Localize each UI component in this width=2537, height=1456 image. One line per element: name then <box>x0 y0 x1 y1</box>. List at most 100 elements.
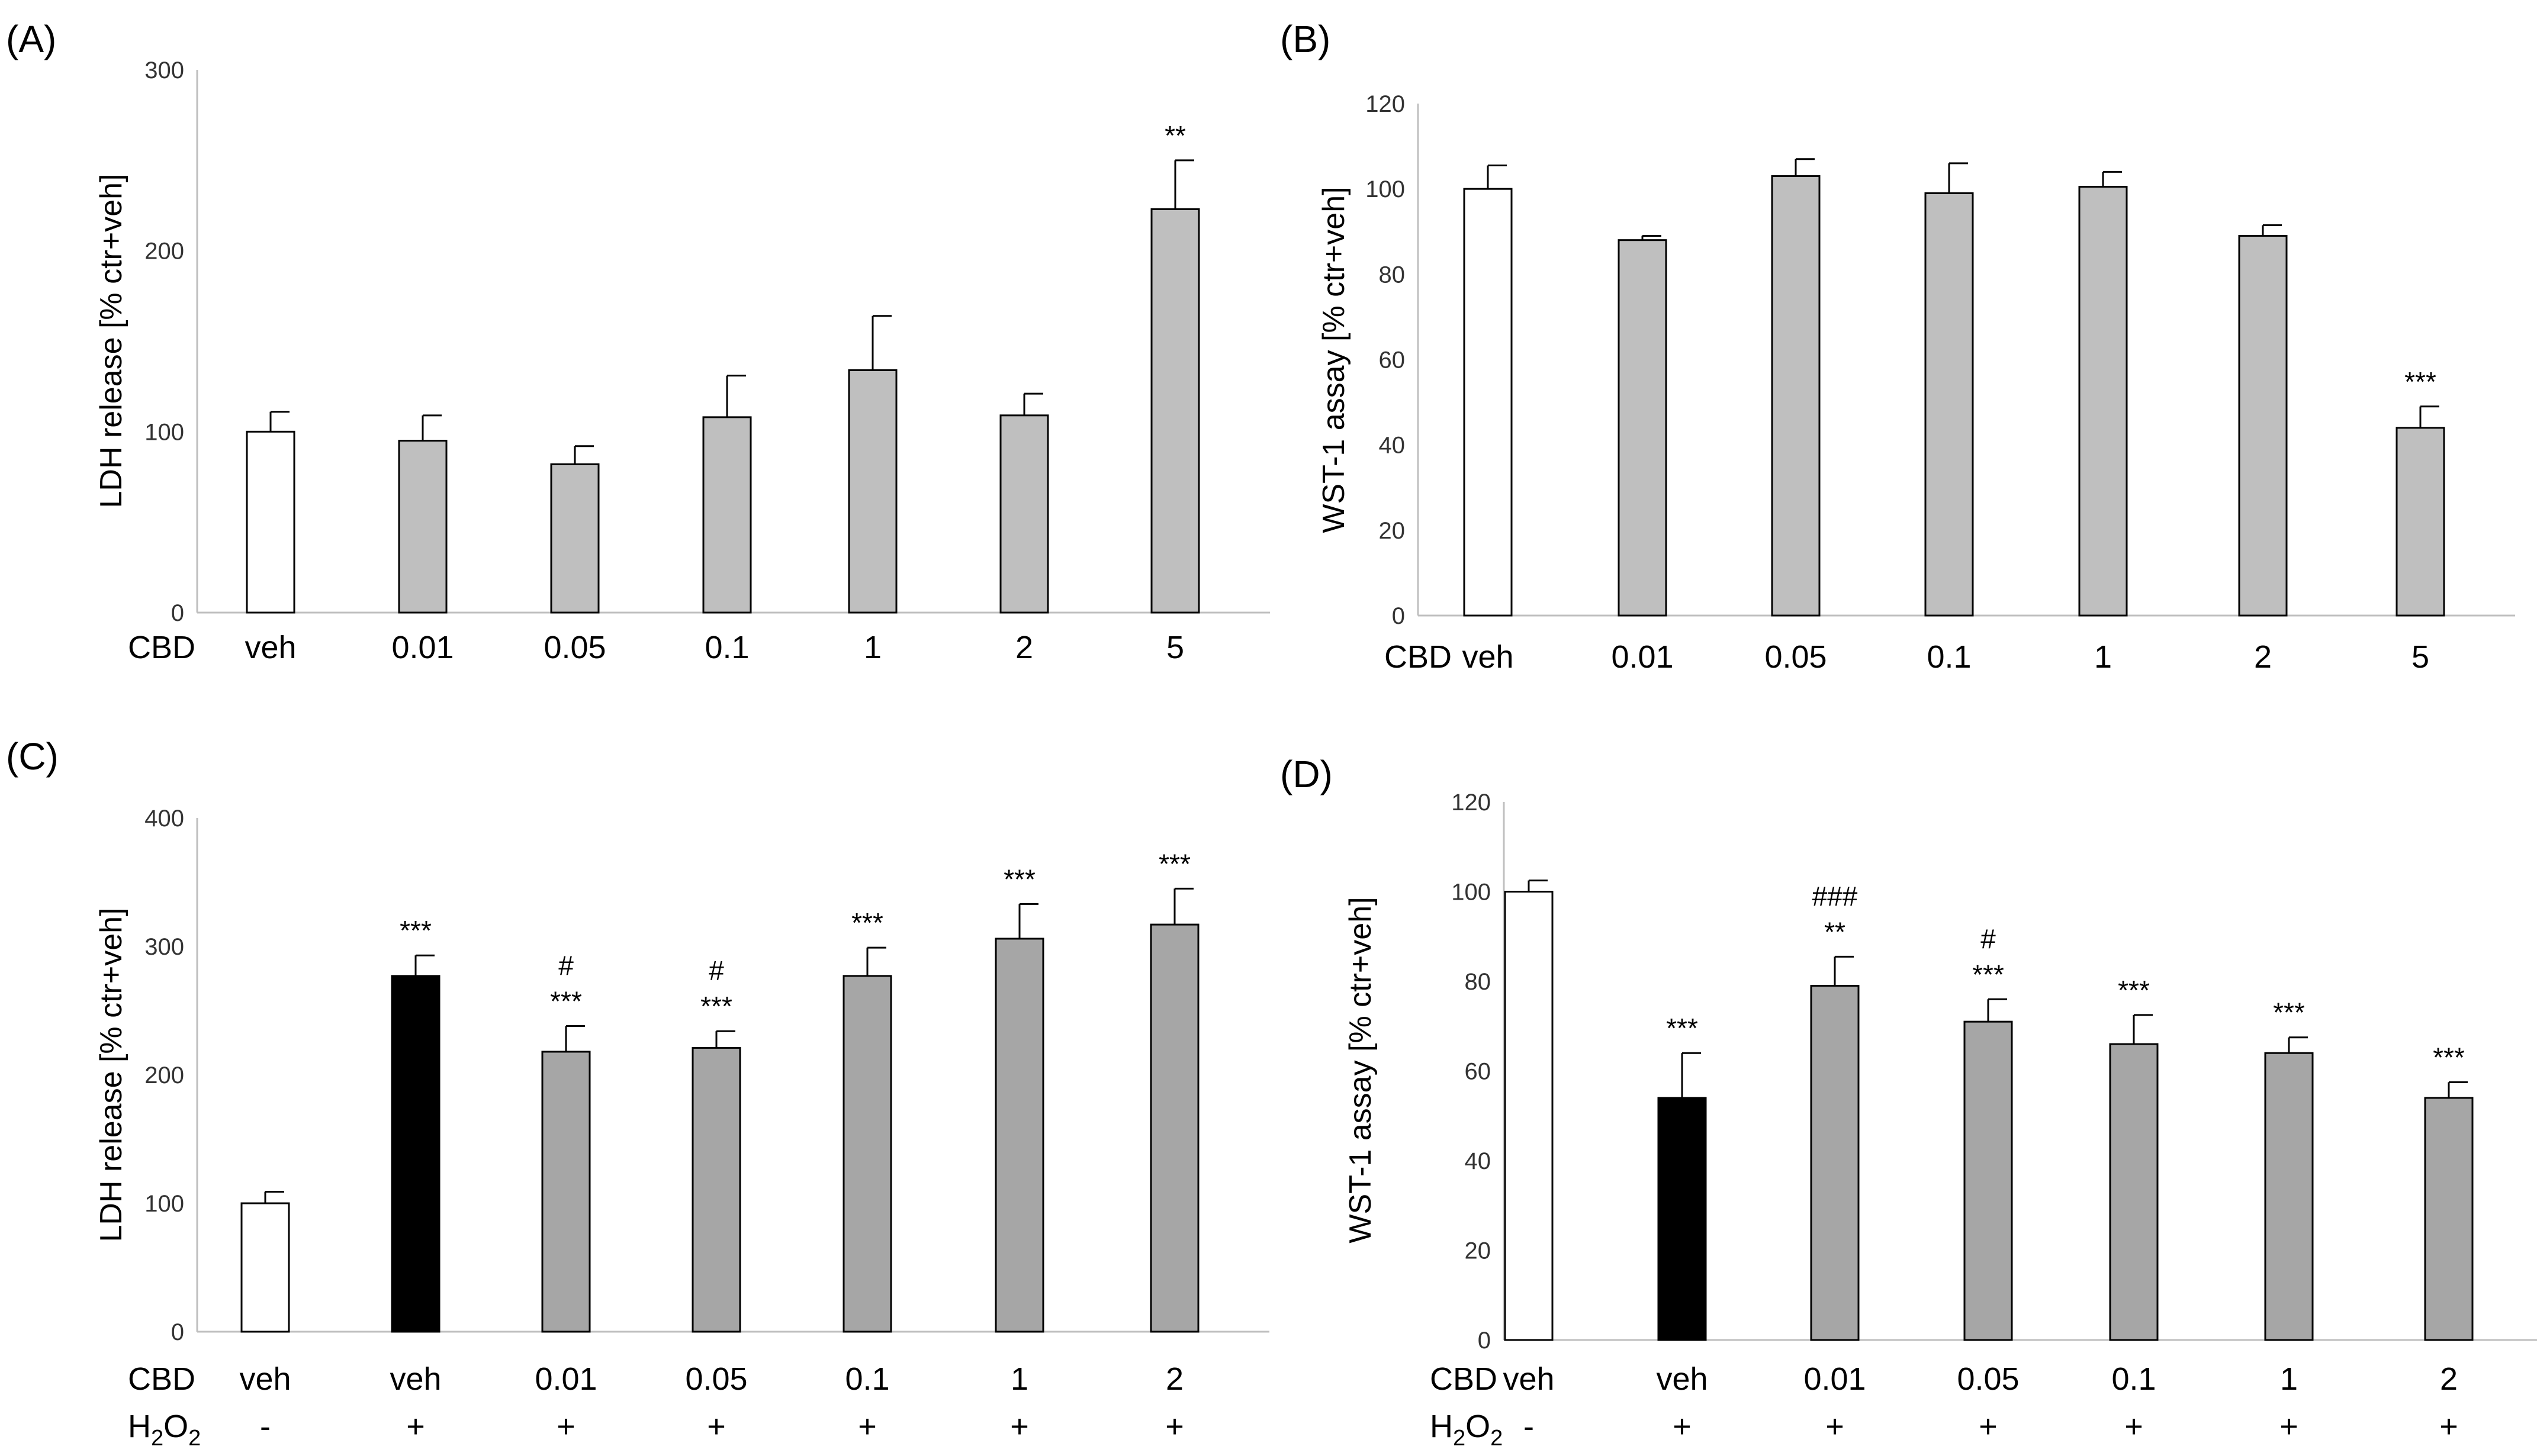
y-tick-label: 40 <box>1379 433 1406 459</box>
x-tick-label: 0.05 <box>1764 639 1827 675</box>
y-tick-label: 100 <box>1365 176 1405 202</box>
x-tick-label: 2 <box>1015 630 1033 665</box>
significance-marker: *** <box>1666 1013 1698 1043</box>
panel-label: (A) <box>6 18 56 60</box>
cbd-row-label: CBD <box>1430 1361 1497 1397</box>
h2o2-status: + <box>1825 1409 1844 1444</box>
y-axis-label: LDH release [% ctr+veh] <box>94 173 128 508</box>
bar <box>1504 891 1554 1341</box>
h2o2-label-part: H <box>128 1409 151 1444</box>
significance-marker: ** <box>1824 916 1845 947</box>
significance-marker: *** <box>400 915 432 946</box>
x-tick-label: 2 <box>2254 639 2272 675</box>
significance-marker: *** <box>2273 997 2305 1028</box>
h2o2-status: + <box>1165 1409 1184 1444</box>
bar <box>398 440 448 614</box>
y-tick-label: 400 <box>144 806 184 832</box>
y-tick-label: 0 <box>1392 603 1405 629</box>
x-tick-label: 0.01 <box>1611 639 1673 675</box>
significance-marker: *** <box>1004 864 1036 894</box>
x-tick-label: 1 <box>2280 1361 2298 1397</box>
bar <box>1963 1020 2013 1341</box>
cbd-row-label: CBD <box>128 1361 195 1397</box>
panel-label: (B) <box>1280 18 1330 60</box>
h2o2-status: - <box>260 1409 271 1444</box>
panel-label: (C) <box>6 735 59 778</box>
significance-marker: *** <box>1972 959 2004 990</box>
h2o2-status: + <box>858 1409 877 1444</box>
bar <box>246 430 295 614</box>
x-tick-label: 1 <box>1011 1361 1028 1397</box>
bar <box>2264 1052 2314 1341</box>
h2o2-label-part: 2 <box>151 1426 163 1451</box>
bar <box>702 416 752 614</box>
significance-marker: *** <box>2433 1042 2465 1072</box>
y-tick-label: 300 <box>144 57 184 83</box>
h2o2-status: + <box>557 1409 575 1444</box>
y-tick-label: 80 <box>1379 262 1406 288</box>
y-tick-label: 40 <box>1465 1148 1491 1174</box>
h2o2-status: + <box>1673 1409 1692 1444</box>
h2o2-status: + <box>707 1409 726 1444</box>
bar <box>1150 923 1200 1333</box>
x-tick-label: veh <box>1656 1361 1708 1397</box>
bar <box>550 463 600 614</box>
bar <box>999 414 1049 614</box>
bar <box>2395 427 2445 617</box>
x-tick-label: veh <box>239 1361 291 1397</box>
x-tick-label: 5 <box>2411 639 2429 675</box>
h2o2-row-label: H2O2 <box>1430 1409 1503 1451</box>
cbd-row-label: CBD <box>1384 639 1452 675</box>
bar <box>1463 188 1513 617</box>
y-axis-label: WST-1 assay [% ctr+veh] <box>1317 186 1351 533</box>
y-tick-label: 80 <box>1465 969 1491 995</box>
x-tick-label: veh <box>245 630 296 665</box>
significance-marker: *** <box>550 986 582 1017</box>
bar <box>692 1046 741 1333</box>
h2o2-row-label: H2O2 <box>128 1409 201 1451</box>
y-tick-label: 0 <box>171 600 184 626</box>
x-tick-label: 0.1 <box>705 630 749 665</box>
h2o2-status: + <box>1979 1409 1998 1444</box>
y-tick-label: 20 <box>1465 1238 1491 1264</box>
y-tick-label: 0 <box>171 1319 184 1345</box>
bar <box>2424 1097 2474 1341</box>
x-tick-label: veh <box>1503 1361 1554 1397</box>
bar <box>541 1051 591 1333</box>
h2o2-status: + <box>406 1409 425 1444</box>
x-tick-label: 0.1 <box>845 1361 889 1397</box>
hash-marker: # <box>558 951 574 981</box>
y-tick-label: 100 <box>144 419 184 445</box>
x-tick-label: veh <box>390 1361 441 1397</box>
panel-d: (D) 0 20 40 60 80 100 120 WST-1 assay [% ctr+veh… <box>1280 753 2537 1451</box>
y-tick-label: 60 <box>1465 1059 1491 1085</box>
x-tick-label: 0.1 <box>2111 1361 2156 1397</box>
x-tick-label: 0.05 <box>685 1361 747 1397</box>
panel-label: (D) <box>1280 753 1333 795</box>
x-tick-label: 0.01 <box>1803 1361 1866 1397</box>
x-tick-label: 0.1 <box>1927 639 1971 675</box>
y-tick-label: 300 <box>144 934 184 960</box>
bar <box>2109 1043 2159 1341</box>
bar <box>1657 1097 1707 1341</box>
h2o2-status: + <box>2439 1409 2458 1444</box>
y-axis-label: LDH release [% ctr+veh] <box>94 907 128 1242</box>
y-tick-label: 100 <box>1451 880 1491 906</box>
h2o2-label-part: O <box>163 1409 188 1444</box>
x-tick-label: 0.01 <box>391 630 454 665</box>
hash-marker: # <box>709 955 724 986</box>
x-tick-label: 1 <box>864 630 882 665</box>
y-tick-label: 120 <box>1365 91 1405 117</box>
h2o2-label-part: O <box>1465 1409 1490 1444</box>
y-tick-label: 0 <box>1478 1328 1491 1354</box>
x-tick-label: 1 <box>2094 639 2112 675</box>
bar <box>1150 208 1200 614</box>
x-tick-label: 0.05 <box>1957 1361 2019 1397</box>
bar <box>1771 175 1821 617</box>
x-tick-label: 2 <box>1166 1361 1184 1397</box>
x-tick-label: veh <box>1462 639 1513 675</box>
bar <box>2238 234 2288 617</box>
h2o2-label-part: 2 <box>1490 1426 1503 1451</box>
y-tick-label: 100 <box>144 1191 184 1217</box>
